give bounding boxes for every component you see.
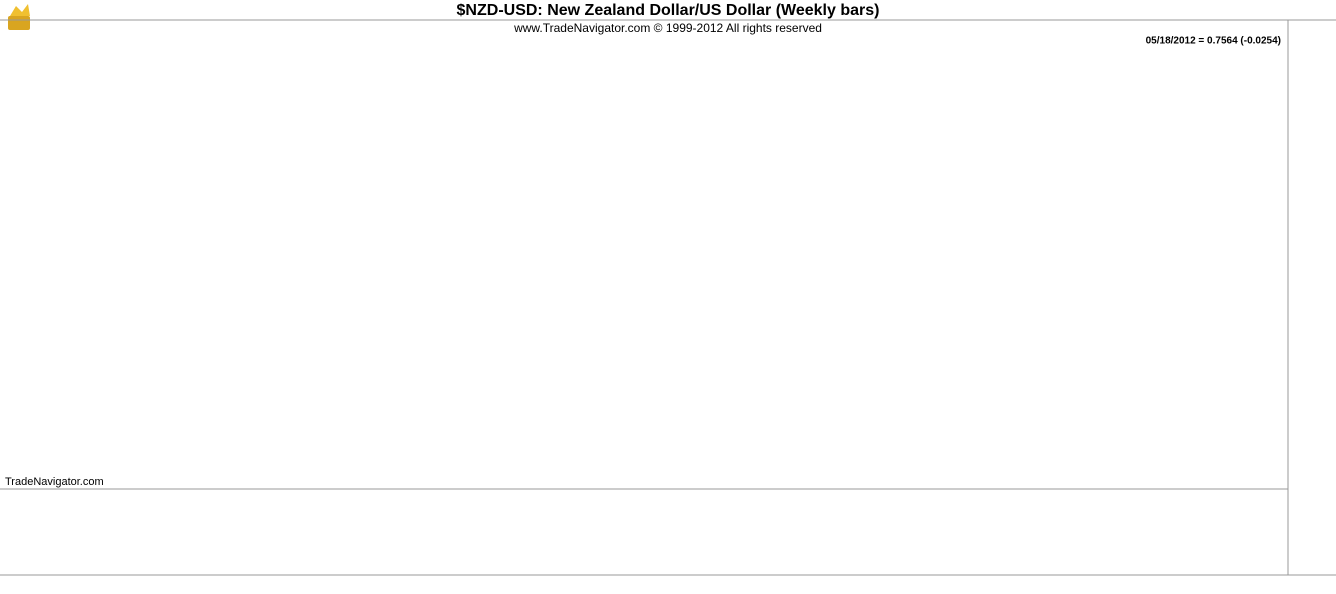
info: 05/18/2012 = 0.7564 (-0.0254) [1146,36,1281,47]
chart-title: $NZD-USD: New Zealand Dollar/US Dollar (… [457,2,880,19]
watermark: TradeNavigator.com [5,476,104,488]
chart-subtitle: www.TradeNavigator.com © 1999-2012 All r… [513,21,822,35]
